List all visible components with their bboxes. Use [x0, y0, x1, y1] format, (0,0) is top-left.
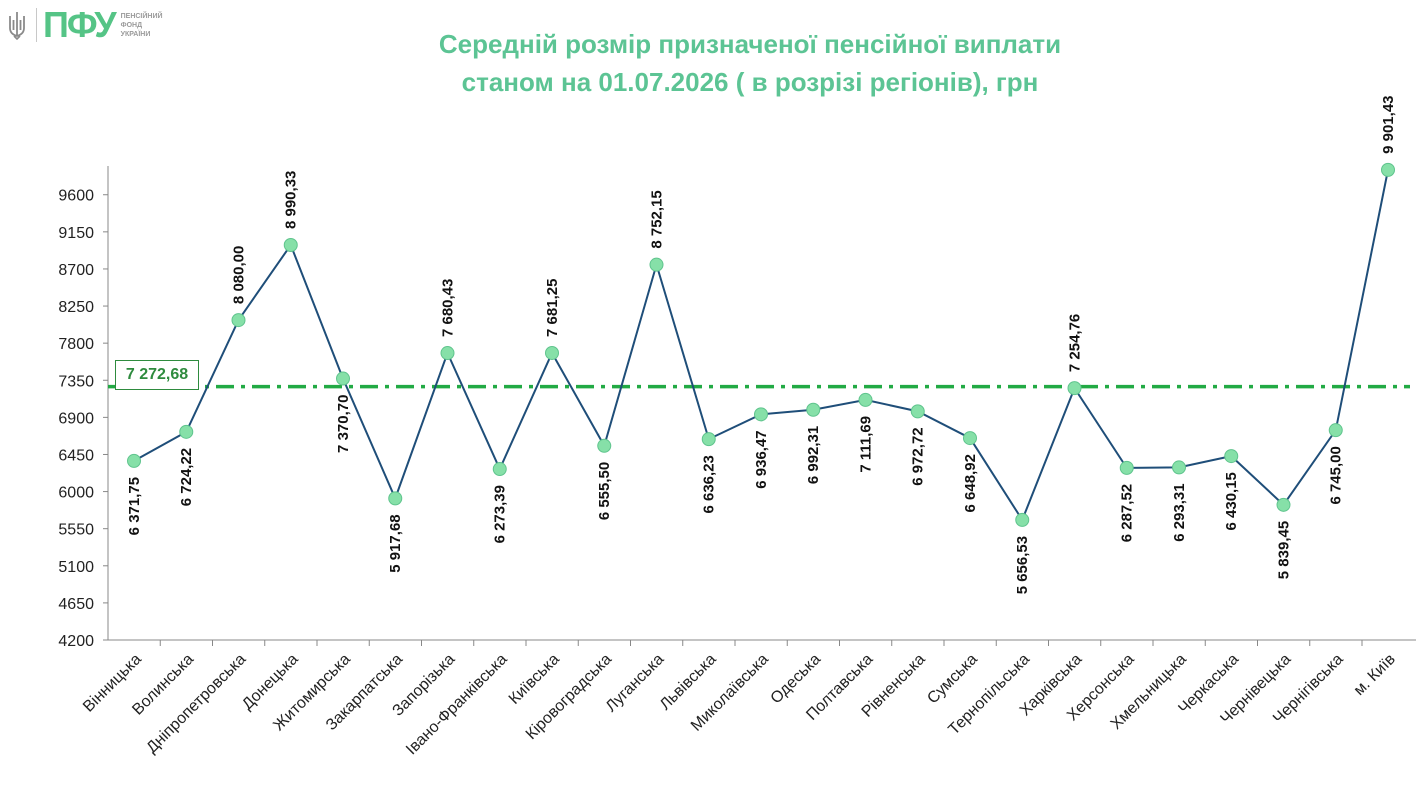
pfu-logo: ПФУ ПЕНСІЙНИЙ ФОНД УКРАЇНИ [4, 4, 184, 46]
data-point-20 [1172, 460, 1186, 475]
data-point-15 [910, 404, 925, 419]
data-point-9 [597, 438, 612, 453]
y-tick-label-4: 6000 [58, 485, 94, 502]
y-tick-label-5: 6450 [58, 447, 94, 464]
data-label-22: 5 839,45 [1276, 521, 1293, 579]
data-label-9: 6 555,50 [596, 462, 613, 520]
data-point-3 [283, 238, 298, 253]
data-point-14 [858, 392, 873, 407]
y-tick-label-6: 6900 [58, 410, 94, 427]
x-category-label-24: м. Київ [1351, 651, 1399, 699]
data-point-24 [1381, 162, 1395, 177]
data-point-19 [1119, 460, 1134, 475]
data-point-13 [806, 402, 821, 417]
y-tick-label-12: 9600 [58, 188, 94, 205]
data-point-18 [1067, 381, 1082, 396]
data-point-17 [1015, 512, 1030, 527]
y-tick-label-11: 9150 [58, 225, 94, 242]
data-point-12 [754, 407, 768, 422]
x-category-label-2: Дніпропетровська [143, 651, 249, 757]
data-label-16: 6 648,92 [962, 454, 979, 512]
data-label-14: 7 111,69 [858, 416, 875, 473]
data-label-4: 7 370,70 [335, 395, 352, 453]
y-tick-label-2: 5100 [58, 559, 94, 576]
data-label-12: 6 936,47 [753, 430, 770, 488]
data-point-1 [179, 424, 194, 439]
x-category-label-7: Івано-Франківська [403, 651, 511, 759]
y-tick-label-1: 4650 [58, 596, 94, 613]
data-label-1: 6 724,22 [178, 448, 195, 506]
y-tick-label-9: 8250 [58, 299, 94, 316]
data-point-21 [1224, 449, 1239, 464]
data-point-6 [440, 346, 455, 361]
data-label-15: 6 972,72 [910, 427, 927, 485]
logo-abbreviation: ПФУ [43, 4, 117, 45]
data-label-2: 8 080,00 [231, 246, 248, 304]
data-point-22 [1276, 497, 1291, 512]
data-label-6: 7 680,43 [440, 279, 457, 337]
data-point-10 [649, 257, 664, 272]
data-label-21: 6 430,15 [1223, 472, 1240, 530]
data-label-11: 6 636,23 [701, 455, 718, 513]
y-tick-label-0: 4200 [58, 633, 94, 650]
data-label-8: 7 681,25 [544, 279, 561, 337]
chart-title-line2: станом на 01.07.2026 ( в розрізі регіоні… [461, 67, 1039, 97]
y-tick-label-8: 7800 [58, 336, 94, 353]
data-label-13: 6 992,31 [805, 426, 822, 484]
y-tick-label-7: 7350 [58, 373, 94, 390]
trident-icon [4, 8, 37, 42]
average-value-label: 7 272,68 [115, 360, 199, 390]
data-point-23 [1328, 423, 1343, 438]
data-point-7 [492, 462, 507, 477]
data-point-16 [963, 431, 977, 446]
chart-title-line1: Середній розмір призначеної пенсійної ви… [438, 29, 1062, 59]
data-label-17: 5 656,53 [1014, 536, 1031, 594]
y-tick-label-3: 5550 [58, 522, 94, 539]
data-label-18: 7 254,76 [1067, 314, 1084, 372]
data-point-11 [701, 432, 716, 447]
data-label-5: 5 917,68 [387, 514, 404, 572]
y-tick-label-10: 8700 [58, 262, 94, 279]
data-point-4 [336, 371, 350, 386]
data-label-3: 8 990,33 [283, 171, 300, 229]
data-label-24: 9 901,43 [1380, 95, 1397, 153]
data-point-0 [127, 453, 141, 468]
data-point-8 [545, 345, 559, 360]
data-point-2 [231, 313, 246, 328]
data-label-20: 6 293,31 [1171, 483, 1188, 541]
logo-full-name: ПЕНСІЙНИЙ ФОНД УКРАЇНИ [120, 12, 163, 38]
data-point-5 [388, 491, 403, 506]
data-label-23: 6 745,00 [1328, 446, 1345, 504]
data-label-0: 6 371,75 [126, 477, 143, 535]
data-label-19: 6 287,52 [1119, 484, 1136, 542]
data-label-7: 6 273,39 [492, 485, 509, 543]
data-label-10: 8 752,15 [649, 190, 666, 248]
